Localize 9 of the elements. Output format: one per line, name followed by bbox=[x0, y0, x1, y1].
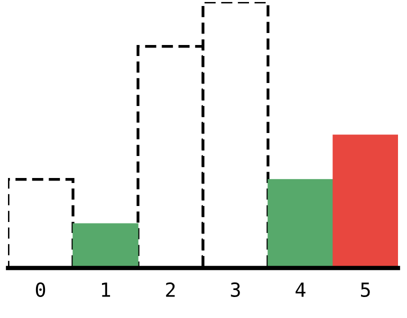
x-tick-label: 1 bbox=[102, 282, 110, 297]
bar bbox=[332, 134, 398, 268]
x-tick-label: 0 bbox=[36, 282, 46, 298]
x-tick-label: 2 bbox=[166, 282, 175, 297]
bar bbox=[72, 223, 138, 268]
bar bbox=[268, 179, 334, 268]
x-tick-label: 3 bbox=[230, 282, 240, 298]
x-tick-label: 5 bbox=[361, 282, 370, 298]
x-tick-label: 4 bbox=[296, 282, 306, 297]
